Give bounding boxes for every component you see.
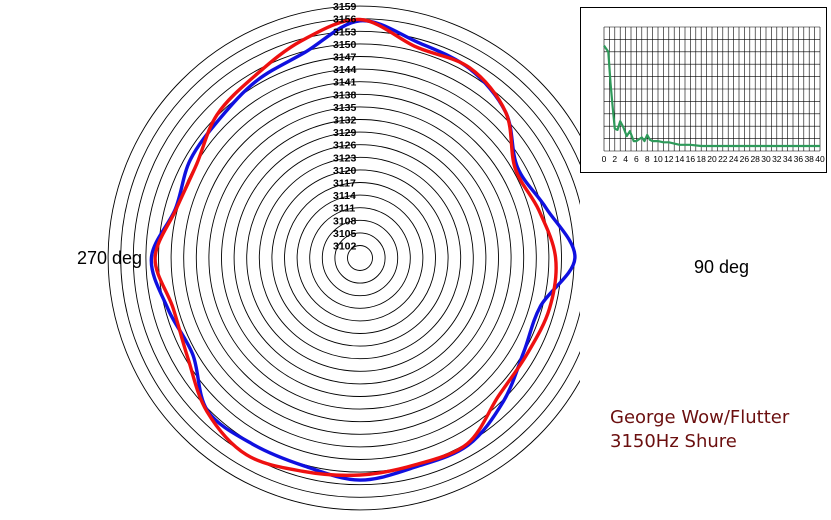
caption-subtitle: 3150Hz Shure xyxy=(610,431,737,452)
caption-title: George Wow/Flutter xyxy=(610,407,790,428)
ring-3150 xyxy=(145,43,575,473)
inset-x-tick-label: 0 xyxy=(602,154,607,164)
inset-x-tick-label: 4 xyxy=(623,154,628,164)
ring-3102 xyxy=(347,245,373,271)
ring-label-3150: 3150 xyxy=(333,39,357,51)
ring-3135 xyxy=(208,106,512,410)
ring-label-3111: 3111 xyxy=(333,203,355,215)
ring-3132 xyxy=(221,119,499,397)
inset-x-tick-label: 36 xyxy=(794,154,804,164)
ring-label-3114: 3114 xyxy=(333,190,356,202)
ring-label-3105: 3105 xyxy=(333,228,357,240)
inset-x-tick-label: 22 xyxy=(718,154,728,164)
ring-label-3153: 3153 xyxy=(333,26,357,38)
ring-label-3123: 3123 xyxy=(333,152,357,164)
ring-label-3108: 3108 xyxy=(333,215,357,227)
angle-label-90: 90 deg xyxy=(694,257,750,277)
inset-frame xyxy=(580,7,827,173)
ring-3144 xyxy=(170,68,550,448)
ring-label-3129: 3129 xyxy=(333,127,357,139)
inset-x-tick-label: 40 xyxy=(815,154,825,164)
ring-3153 xyxy=(132,30,580,486)
inset-x-tick-label: 30 xyxy=(761,154,771,164)
ring-3129 xyxy=(233,131,487,385)
ring-3138 xyxy=(195,93,525,423)
ring-3159 xyxy=(107,5,580,511)
ring-3123 xyxy=(258,156,462,360)
ring-3111 xyxy=(309,207,411,309)
series-line-2 xyxy=(153,17,558,478)
inset-x-tick-label: 34 xyxy=(783,154,793,164)
inset-x-tick-label: 26 xyxy=(740,154,750,164)
ring-3114 xyxy=(296,194,424,322)
ring-3141 xyxy=(183,81,537,435)
inset-x-tick-label: 2 xyxy=(612,154,617,164)
ring-label-3156: 3156 xyxy=(333,14,357,26)
ring-label-3141: 3141 xyxy=(333,77,357,89)
ring-label-3138: 3138 xyxy=(333,89,357,101)
ring-label-3126: 3126 xyxy=(333,140,357,152)
ring-label-3144: 3144 xyxy=(333,64,357,76)
ring-label-3120: 3120 xyxy=(333,165,357,177)
inset-x-tick-label: 32 xyxy=(772,154,782,164)
inset-x-tick-label: 18 xyxy=(696,154,706,164)
inset-x-tick-label: 24 xyxy=(729,154,739,164)
inset-x-tick-label: 10 xyxy=(653,154,663,164)
ring-3120 xyxy=(271,169,449,347)
inset-series-line-1 xyxy=(603,44,820,148)
series-line-1 xyxy=(149,19,577,482)
inset-x-tick-label: 6 xyxy=(634,154,639,164)
inset-x-tick-label: 12 xyxy=(664,154,674,164)
ring-label-3117: 3117 xyxy=(333,178,356,190)
ring-3126 xyxy=(246,144,474,372)
inset-x-tick-label: 14 xyxy=(675,154,685,164)
inset-x-tick-label: 20 xyxy=(707,154,717,164)
ring-label-3132: 3132 xyxy=(333,115,357,127)
inset-x-tick-label: 16 xyxy=(686,154,696,164)
ring-3108 xyxy=(321,219,399,297)
ring-label-3102: 3102 xyxy=(333,241,357,253)
inset-x-tick-label: 38 xyxy=(804,154,814,164)
angle-label-270: 270 deg xyxy=(77,248,143,268)
inset-spectrum-chart: 0 2 4 6 8 10 12 14 16 18 20 22 24 26 28 30 32 34 36 38 40 xyxy=(580,7,827,173)
ring-label-3159: 3159 xyxy=(333,1,357,13)
ring-3117 xyxy=(284,182,436,334)
ring-label-3135: 3135 xyxy=(333,102,357,114)
inset-x-tick-label: 8 xyxy=(645,154,650,164)
ring-3105 xyxy=(334,232,386,284)
ring-3147 xyxy=(158,56,562,460)
inset-x-tick-label: 28 xyxy=(750,154,760,164)
ring-label-3147: 3147 xyxy=(333,52,357,64)
polar-chart: 3102310531083111311431173120312331263129… xyxy=(107,1,580,511)
